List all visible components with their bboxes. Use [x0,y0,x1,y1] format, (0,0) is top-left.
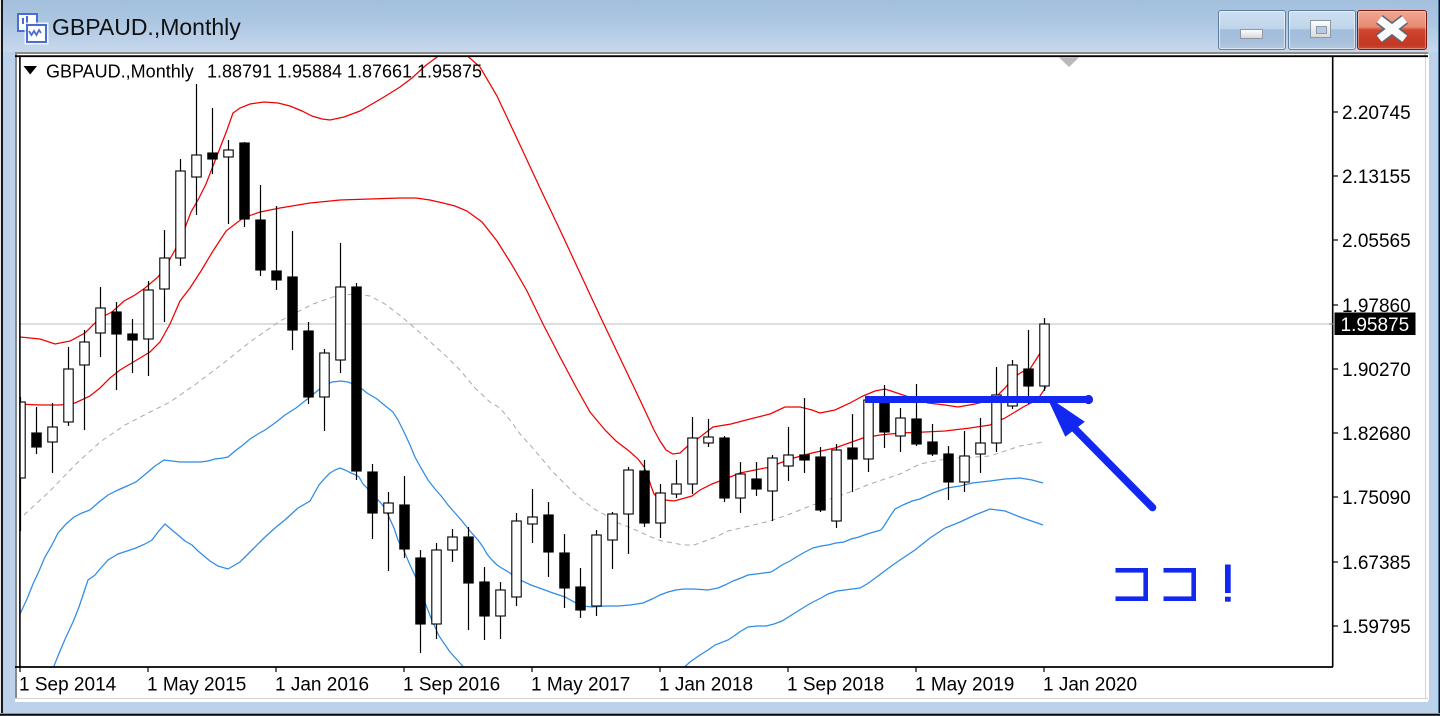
svg-text:1.97860: 1.97860 [1342,296,1411,317]
svg-text:GBPAUD.,Monthly: GBPAUD.,Monthly [46,62,194,82]
svg-text:1.95884: 1.95884 [277,62,342,82]
svg-text:1 Sep 2016: 1 Sep 2016 [403,675,500,696]
svg-text:1.95875: 1.95875 [417,62,482,82]
svg-text:1.88791: 1.88791 [207,62,272,82]
svg-text:1.90270: 1.90270 [1342,360,1411,381]
svg-text:1.67385: 1.67385 [1342,553,1411,574]
svg-text:1 May 2017: 1 May 2017 [531,675,630,696]
svg-text:2.20745: 2.20745 [1342,103,1411,124]
svg-text:1.87661: 1.87661 [347,62,412,82]
svg-text:1 May 2015: 1 May 2015 [147,675,246,696]
svg-text:1 May 2019: 1 May 2019 [915,675,1014,696]
svg-text:1.59795: 1.59795 [1342,617,1411,638]
svg-text:1 Jan 2018: 1 Jan 2018 [659,675,753,696]
svg-text:1.95875: 1.95875 [1341,315,1410,336]
svg-text:1 Jan 2020: 1 Jan 2020 [1043,675,1137,696]
svg-text:1.75090: 1.75090 [1342,488,1411,509]
svg-text:1 Jan 2016: 1 Jan 2016 [275,675,369,696]
svg-text:1 Sep 2018: 1 Sep 2018 [787,675,884,696]
svg-text:2.13155: 2.13155 [1342,167,1411,188]
svg-text:1 Sep 2014: 1 Sep 2014 [19,675,117,696]
svg-text:2.05565: 2.05565 [1342,231,1411,252]
svg-text:1.82680: 1.82680 [1342,424,1411,445]
